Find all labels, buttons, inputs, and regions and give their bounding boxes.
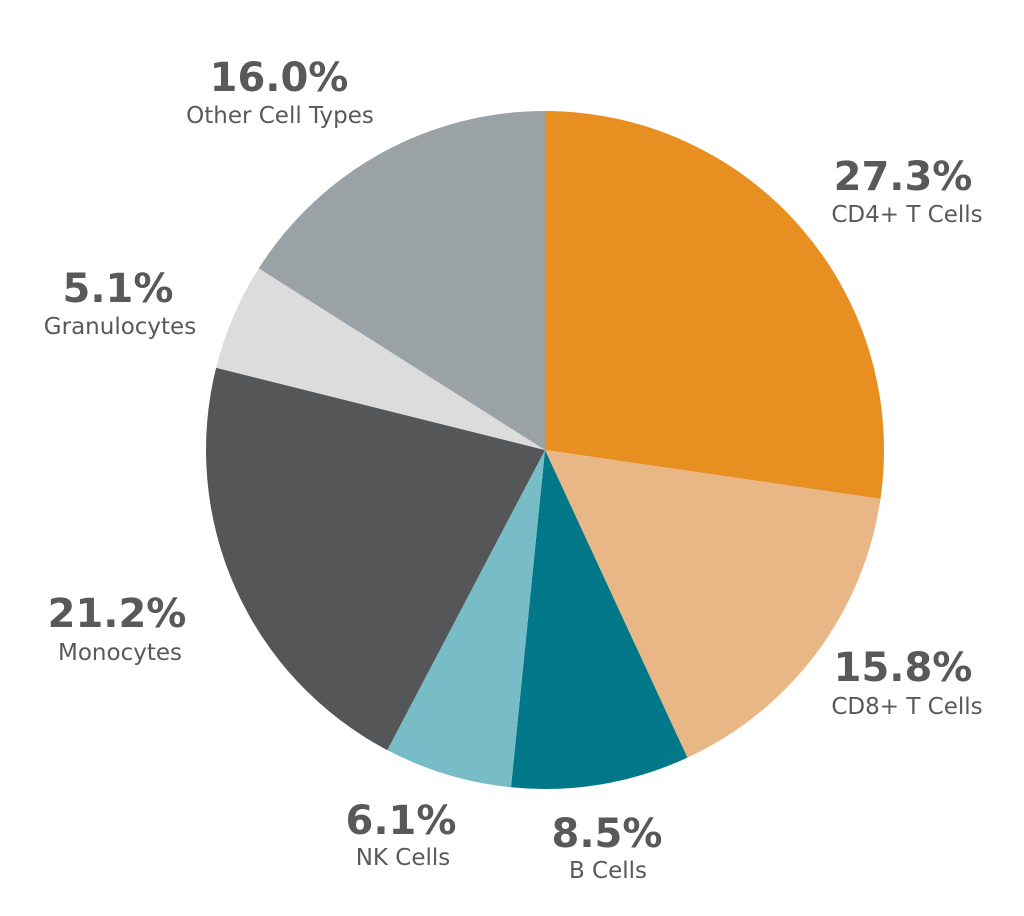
slice-category-label: CD4+ T Cells [831, 202, 982, 228]
pie-slice-cd8-t-cells [545, 450, 881, 758]
slice-value-label: 16.0% [210, 55, 349, 101]
pie-slice-granulocytes [216, 268, 545, 450]
slice-category-label: Granulocytes [44, 314, 196, 340]
pie-slice-cd4-t-cells [545, 111, 885, 499]
slice-category-label: B Cells [569, 858, 647, 884]
slice-value-label: 15.8% [834, 645, 973, 691]
slice-value-label: 6.1% [346, 798, 457, 844]
slice-value-label: 21.2% [48, 591, 187, 637]
slice-category-label: CD8+ T Cells [831, 694, 982, 720]
slice-category-label: NK Cells [356, 845, 451, 871]
slice-value-label: 8.5% [552, 811, 663, 857]
slice-value-label: 5.1% [63, 266, 174, 312]
slice-category-label: Other Cell Types [186, 103, 374, 129]
pie-slice-monocytes [206, 367, 546, 751]
slice-value-label: 27.3% [834, 154, 973, 200]
pie-slices [206, 110, 885, 790]
pie-slice-other-cell-types [258, 110, 545, 450]
pie-slice-nk-cells [387, 450, 545, 788]
pie-slice-b-cells [510, 450, 688, 790]
slice-category-label: Monocytes [58, 640, 182, 666]
